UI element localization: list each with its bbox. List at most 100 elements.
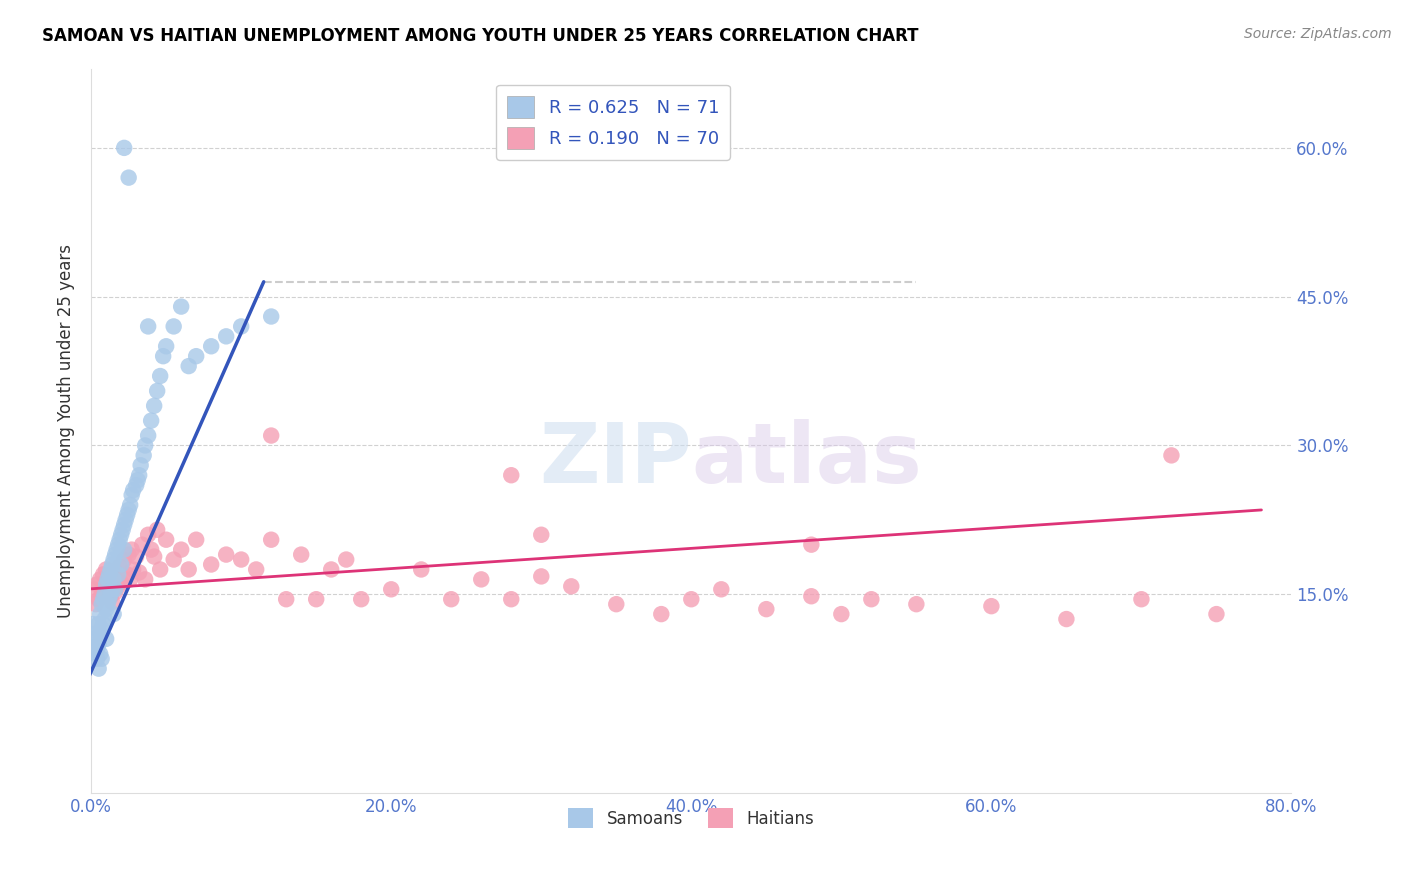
Point [290,548,312,562]
Point [107,567,129,582]
Point [87,662,110,676]
Point [97,577,120,591]
Point [98,582,121,597]
Legend: Samoans, Haitians: Samoans, Haitians [562,801,821,835]
Point [111,523,134,537]
Point [1160,449,1182,463]
Point [200,339,222,353]
Point [125,478,148,492]
Point [104,585,127,599]
Point [136,428,159,442]
Point [177,562,200,576]
Point [321,562,343,576]
Point [83,627,105,641]
Point [96,562,118,576]
Point [143,399,166,413]
Point [110,558,132,572]
Point [134,573,156,587]
Point [141,414,163,428]
Point [118,170,141,185]
Point [90,651,112,665]
Point [103,573,125,587]
Point [108,559,131,574]
Point [141,542,163,557]
Point [650,607,672,621]
Point [132,449,155,463]
Point [1205,607,1227,621]
Point [89,647,111,661]
Point [93,612,115,626]
Point [97,573,120,587]
Point [103,607,125,621]
Point [260,310,283,324]
Point [96,577,118,591]
Point [103,552,125,566]
Point [89,573,111,587]
Point [101,582,124,597]
Point [177,359,200,373]
Point [122,562,145,576]
Point [170,542,193,557]
Point [155,339,177,353]
Point [101,558,124,572]
Point [152,349,174,363]
Point [710,582,733,597]
Text: Source: ZipAtlas.com: Source: ZipAtlas.com [1244,27,1392,41]
Point [380,582,402,597]
Point [186,349,208,363]
Point [91,592,114,607]
Point [128,566,150,580]
Point [681,592,703,607]
Point [100,562,122,576]
Point [90,597,112,611]
Point [91,617,114,632]
Point [114,513,136,527]
Point [411,562,433,576]
Point [104,582,127,597]
Point [231,319,253,334]
Point [260,428,283,442]
Point [84,647,107,661]
Point [98,592,121,607]
Point [112,141,135,155]
Point [90,587,112,601]
Point [93,587,115,601]
Point [93,582,115,597]
Point [83,582,105,597]
Point [82,617,104,632]
Point [276,592,298,607]
Point [86,641,108,656]
Point [335,552,357,566]
Point [108,533,131,547]
Point [125,549,148,564]
Point [89,607,111,621]
Point [105,566,128,580]
Point [110,527,132,541]
Point [115,567,138,582]
Point [215,329,238,343]
Point [146,523,169,537]
Point [128,468,150,483]
Point [89,627,111,641]
Point [170,300,193,314]
Point [87,617,110,632]
Point [163,552,186,566]
Text: SAMOAN VS HAITIAN UNEMPLOYMENT AMONG YOUTH UNDER 25 YEARS CORRELATION CHART: SAMOAN VS HAITIAN UNEMPLOYMENT AMONG YOU… [42,27,918,45]
Point [305,592,328,607]
Point [131,538,153,552]
Point [112,542,135,557]
Point [104,548,127,562]
Point [129,458,152,473]
Point [84,597,107,611]
Point [115,508,138,522]
Point [105,542,128,557]
Point [90,622,112,636]
Point [96,602,118,616]
Point [127,473,149,487]
Point [97,597,120,611]
Point [231,552,253,566]
Point [149,562,172,576]
Point [560,579,582,593]
Point [860,592,883,607]
Point [146,384,169,398]
